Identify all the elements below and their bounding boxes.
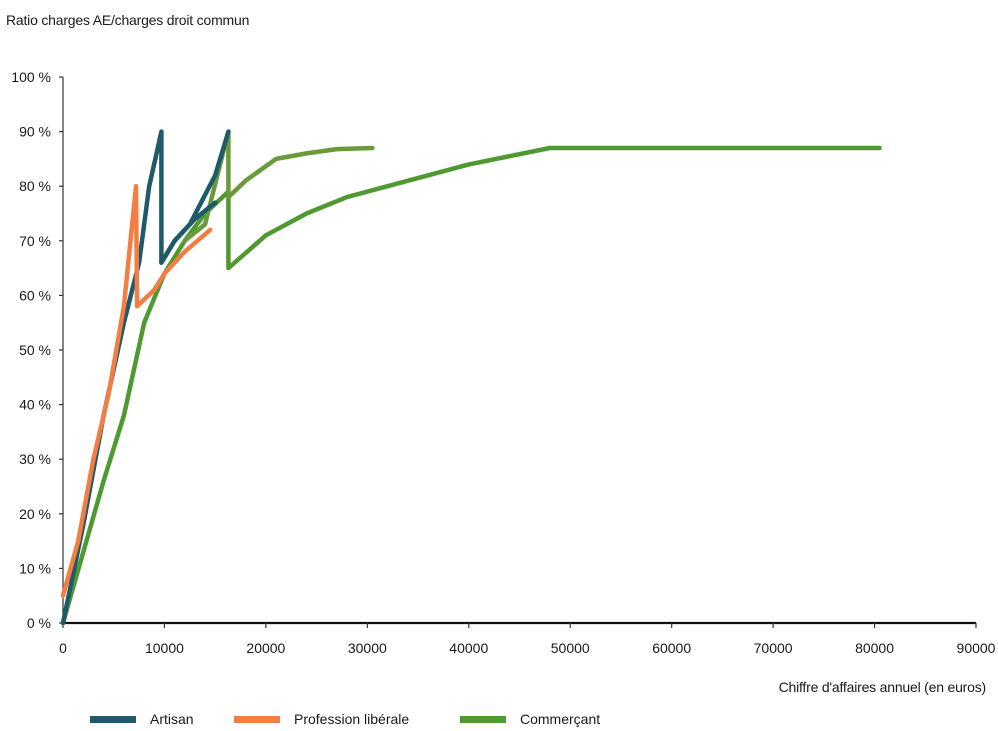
y-tick-label: 40 %: [19, 397, 51, 413]
x-tick-label: 60000: [652, 640, 691, 656]
y-tick-label: 90 %: [19, 124, 51, 140]
y-tick-label: 60 %: [19, 287, 51, 303]
x-tick-label: 30000: [348, 640, 387, 656]
series-line-commercant: [60, 145, 882, 626]
y-tick-label: 70 %: [19, 233, 51, 249]
series-line-profession-liberale: [60, 183, 213, 598]
y-axis-title: Ratio charges AE/charges droit commun: [6, 12, 250, 28]
y-tick-label: 20 %: [19, 506, 51, 522]
y-tick-label: 80 %: [19, 178, 51, 194]
legend-swatch-commercant: [460, 715, 506, 723]
axes: [59, 76, 977, 628]
x-tick-label: 40000: [449, 640, 488, 656]
legend-label-commercant: Commerçant: [520, 711, 601, 727]
y-tick-label: 10 %: [19, 560, 51, 576]
legend: Artisan Profession libérale Commerçant: [0, 711, 998, 731]
legend-label-artisan: Artisan: [150, 711, 194, 727]
x-tick-label: 20000: [246, 640, 285, 656]
x-tick-label: 80000: [855, 640, 894, 656]
series-line-artisan: [159, 129, 231, 265]
x-tick-label: 10000: [145, 640, 184, 656]
series-line-commercant: [182, 129, 375, 244]
x-axis-title: Chiffre d'affaires annuel (en euros): [778, 679, 987, 695]
x-tick-label: 90000: [957, 640, 996, 656]
legend-item-profession-liberale: Profession libérale: [234, 711, 409, 727]
y-tick-label: 0 %: [27, 615, 51, 631]
x-tick-label: 50000: [551, 640, 590, 656]
y-tick-label: 30 %: [19, 451, 51, 467]
tick-labels: 0 % 10 % 20 % 30 % 40 % 50 % 60 % 70 % 80 % 90 % 1…: [11, 69, 995, 656]
legend-item-commercant: Commerçant: [460, 711, 600, 727]
legend-label-profession-liberale: Profession libérale: [294, 711, 410, 727]
series-layer: [60, 129, 882, 626]
x-tick-label: 70000: [754, 640, 793, 656]
y-tick-label: 50 %: [19, 342, 51, 358]
line-chart: 0 % 10 % 20 % 30 % 40 % 50 % 60 % 70 % 80 % 90 % 1…: [11, 69, 995, 656]
legend-swatch-profession-liberale: [234, 715, 280, 723]
x-tick-label: 0: [59, 640, 67, 656]
legend-item-artisan: Artisan: [90, 711, 194, 727]
y-tick-label: 100 %: [11, 69, 51, 85]
legend-swatch-artisan: [90, 715, 136, 723]
